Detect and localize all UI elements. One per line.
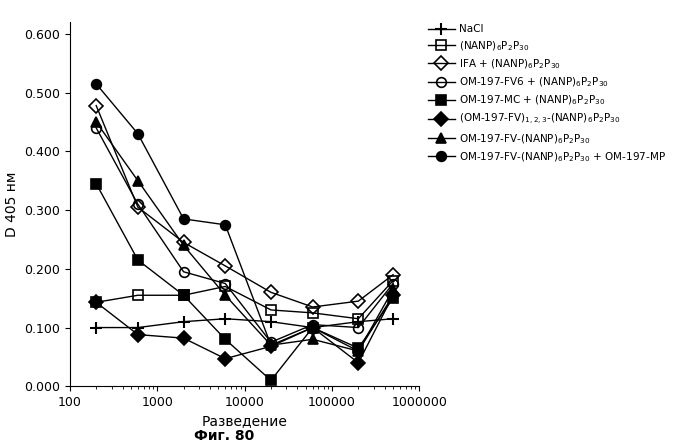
OM-197-FV-(NANP)$_6$P$_2$P$_{30}$	[389, 287, 397, 292]
(OM-197-FV)$_{1,2,3}$-(NANP)$_6$P$_2$P$_{30}$	[308, 325, 317, 330]
OM-197-FV-(NANP)$_6$P$_2$P$_{30}$ + OM-197-MP	[389, 293, 397, 298]
(OM-197-FV)$_{1,2,3}$-(NANP)$_6$P$_2$P$_{30}$	[221, 356, 229, 361]
(NANP)$_6$P$_2$P$_{30}$	[267, 307, 275, 313]
OM-197-FV6 + (NANP)$_6$P$_2$P$_{30}$	[180, 269, 188, 274]
Line: OM-197-FV-(NANP)$_6$P$_2$P$_{30}$: OM-197-FV-(NANP)$_6$P$_2$P$_{30}$	[92, 117, 398, 356]
(OM-197-FV)$_{1,2,3}$-(NANP)$_6$P$_2$P$_{30}$	[354, 360, 363, 365]
Line: (OM-197-FV)$_{1,2,3}$-(NANP)$_6$P$_2$P$_{30}$: (OM-197-FV)$_{1,2,3}$-(NANP)$_6$P$_2$P$_…	[92, 290, 398, 368]
OM-197-FV-(NANP)$_6$P$_2$P$_{30}$ + OM-197-MP	[134, 131, 142, 136]
(NANP)$_6$P$_2$P$_{30}$	[134, 293, 142, 298]
OM-197-FV-(NANP)$_6$P$_2$P$_{30}$	[308, 337, 317, 342]
X-axis label: Разведение: Разведение	[202, 415, 287, 428]
(NANP)$_6$P$_2$P$_{30}$	[180, 293, 188, 298]
OM-197-FV-(NANP)$_6$P$_2$P$_{30}$	[354, 349, 363, 354]
(NANP)$_6$P$_2$P$_{30}$	[389, 278, 397, 283]
OM-197-MC + (NANP)$_6$P$_2$P$_{30}$	[267, 378, 275, 383]
(OM-197-FV)$_{1,2,3}$-(NANP)$_6$P$_2$P$_{30}$	[389, 293, 397, 298]
IFA + (NANP)$_6$P$_2$P$_{30}$	[180, 240, 188, 245]
NaCl	[92, 325, 101, 330]
OM-197-FV-(NANP)$_6$P$_2$P$_{30}$	[92, 119, 101, 125]
OM-197-FV6 + (NANP)$_6$P$_2$P$_{30}$	[267, 340, 275, 345]
NaCl	[267, 319, 275, 325]
(NANP)$_6$P$_2$P$_{30}$	[92, 300, 101, 305]
(OM-197-FV)$_{1,2,3}$-(NANP)$_6$P$_2$P$_{30}$	[92, 300, 101, 305]
OM-197-FV-(NANP)$_6$P$_2$P$_{30}$	[267, 342, 275, 348]
OM-197-FV-(NANP)$_6$P$_2$P$_{30}$ + OM-197-MP	[308, 325, 317, 330]
OM-197-FV6 + (NANP)$_6$P$_2$P$_{30}$	[354, 325, 363, 330]
IFA + (NANP)$_6$P$_2$P$_{30}$	[267, 289, 275, 295]
IFA + (NANP)$_6$P$_2$P$_{30}$	[92, 103, 101, 108]
OM-197-FV-(NANP)$_6$P$_2$P$_{30}$ + OM-197-MP	[354, 349, 363, 354]
OM-197-FV6 + (NANP)$_6$P$_2$P$_{30}$	[134, 202, 142, 207]
OM-197-FV-(NANP)$_6$P$_2$P$_{30}$ + OM-197-MP	[267, 342, 275, 348]
NaCl	[221, 316, 229, 321]
OM-197-MC + (NANP)$_6$P$_2$P$_{30}$	[134, 258, 142, 263]
OM-197-FV-(NANP)$_6$P$_2$P$_{30}$ + OM-197-MP	[92, 81, 101, 87]
OM-197-FV-(NANP)$_6$P$_2$P$_{30}$ + OM-197-MP	[180, 216, 188, 222]
Line: OM-197-MC + (NANP)$_6$P$_2$P$_{30}$: OM-197-MC + (NANP)$_6$P$_2$P$_{30}$	[92, 179, 398, 385]
(NANP)$_6$P$_2$P$_{30}$	[308, 310, 317, 316]
NaCl	[134, 325, 142, 330]
NaCl	[389, 316, 397, 321]
OM-197-FV6 + (NANP)$_6$P$_2$P$_{30}$	[221, 281, 229, 286]
IFA + (NANP)$_6$P$_2$P$_{30}$	[221, 263, 229, 269]
IFA + (NANP)$_6$P$_2$P$_{30}$	[354, 298, 363, 304]
NaCl	[354, 319, 363, 325]
OM-197-MC + (NANP)$_6$P$_2$P$_{30}$	[221, 337, 229, 342]
Text: Фиг. 80: Фиг. 80	[194, 428, 254, 443]
OM-197-MC + (NANP)$_6$P$_2$P$_{30}$	[92, 181, 101, 186]
OM-197-FV-(NANP)$_6$P$_2$P$_{30}$	[221, 293, 229, 298]
IFA + (NANP)$_6$P$_2$P$_{30}$	[308, 304, 317, 309]
(NANP)$_6$P$_2$P$_{30}$	[221, 284, 229, 289]
OM-197-MC + (NANP)$_6$P$_2$P$_{30}$	[389, 296, 397, 301]
OM-197-FV6 + (NANP)$_6$P$_2$P$_{30}$	[92, 125, 101, 131]
OM-197-MC + (NANP)$_6$P$_2$P$_{30}$	[308, 325, 317, 330]
Line: OM-197-FV-(NANP)$_6$P$_2$P$_{30}$ + OM-197-MP: OM-197-FV-(NANP)$_6$P$_2$P$_{30}$ + OM-1…	[92, 79, 398, 356]
NaCl	[308, 325, 317, 330]
OM-197-MC + (NANP)$_6$P$_2$P$_{30}$	[180, 293, 188, 298]
Legend: NaCl, (NANP)$_6$P$_2$P$_{30}$, IFA + (NANP)$_6$P$_2$P$_{30}$, OM-197-FV6 + (NANP: NaCl, (NANP)$_6$P$_2$P$_{30}$, IFA + (NA…	[426, 22, 668, 166]
Line: OM-197-FV6 + (NANP)$_6$P$_2$P$_{30}$: OM-197-FV6 + (NANP)$_6$P$_2$P$_{30}$	[92, 123, 398, 347]
OM-197-MC + (NANP)$_6$P$_2$P$_{30}$	[354, 345, 363, 351]
Line: (NANP)$_6$P$_2$P$_{30}$: (NANP)$_6$P$_2$P$_{30}$	[92, 276, 398, 324]
OM-197-FV-(NANP)$_6$P$_2$P$_{30}$	[134, 178, 142, 183]
IFA + (NANP)$_6$P$_2$P$_{30}$	[389, 272, 397, 278]
(NANP)$_6$P$_2$P$_{30}$	[354, 316, 363, 321]
Line: IFA + (NANP)$_6$P$_2$P$_{30}$: IFA + (NANP)$_6$P$_2$P$_{30}$	[92, 101, 398, 312]
OM-197-FV6 + (NANP)$_6$P$_2$P$_{30}$	[389, 281, 397, 286]
OM-197-FV-(NANP)$_6$P$_2$P$_{30}$ + OM-197-MP	[221, 222, 229, 227]
Line: NaCl: NaCl	[91, 313, 398, 333]
(OM-197-FV)$_{1,2,3}$-(NANP)$_6$P$_2$P$_{30}$	[134, 332, 142, 337]
(OM-197-FV)$_{1,2,3}$-(NANP)$_6$P$_2$P$_{30}$	[180, 336, 188, 341]
IFA + (NANP)$_6$P$_2$P$_{30}$	[134, 205, 142, 210]
Y-axis label: D 405 нм: D 405 нм	[5, 171, 19, 237]
OM-197-FV6 + (NANP)$_6$P$_2$P$_{30}$	[308, 322, 317, 327]
OM-197-FV-(NANP)$_6$P$_2$P$_{30}$	[180, 243, 188, 248]
(OM-197-FV)$_{1,2,3}$-(NANP)$_6$P$_2$P$_{30}$	[267, 344, 275, 349]
NaCl	[180, 319, 188, 325]
